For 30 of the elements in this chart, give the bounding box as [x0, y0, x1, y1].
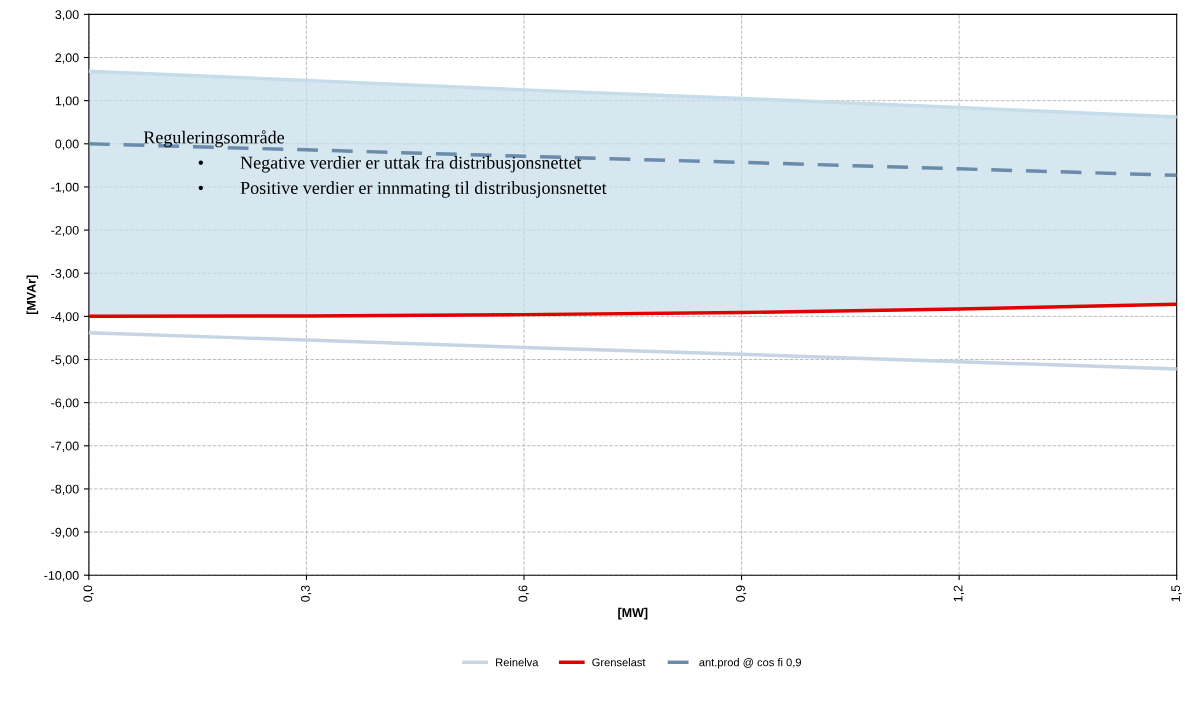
y-tick-label: -1,00 [51, 182, 79, 194]
annotation: Reguleringsområde [143, 130, 285, 148]
x-axis-title: [MW] [618, 607, 648, 620]
y-tick-label: -10,00 [44, 571, 79, 582]
y-tick-label: -2,00 [51, 225, 79, 237]
y-tick-label: 0,00 [55, 139, 79, 150]
x-tick-label: 0,0 [83, 585, 94, 602]
y-tick-label: -9,00 [51, 527, 79, 539]
line-series [88, 302, 1177, 319]
annotation: • Negative verdier er uttak fra distribusjonsnettet [198, 155, 582, 173]
x-tick-label: 0,3 [300, 585, 312, 602]
y-tick-label: -4,00 [51, 312, 79, 323]
y-tick-label: -7,00 [51, 441, 79, 452]
y-tick-label: 3,00 [55, 10, 79, 21]
y-tick-label: 2,00 [55, 53, 79, 64]
x-tick-label: 0,6 [518, 585, 529, 602]
y-tick-label: -8,00 [51, 484, 79, 496]
y-tick-label: -6,00 [51, 398, 79, 409]
y-tick-label: -5,00 [51, 355, 79, 366]
x-tick-label: 0,9 [736, 585, 747, 602]
x-tick-label: 1,2 [953, 585, 964, 602]
y-tick-label: -3,00 [51, 269, 79, 280]
y-tick-label: 1,00 [55, 96, 79, 107]
annotation: • Positive verdier er innmating til distribusjonsnettet [198, 181, 607, 198]
legend-label: Grenselast [592, 658, 646, 667]
x-tick-label: 1,5 [1171, 585, 1182, 602]
line-series [88, 331, 1177, 371]
legend-label: Reinelva [496, 658, 539, 667]
y-axis-title: [MVAr] [26, 275, 39, 315]
legend-label: ant.prod @ cos fi 0,9 [699, 658, 801, 669]
